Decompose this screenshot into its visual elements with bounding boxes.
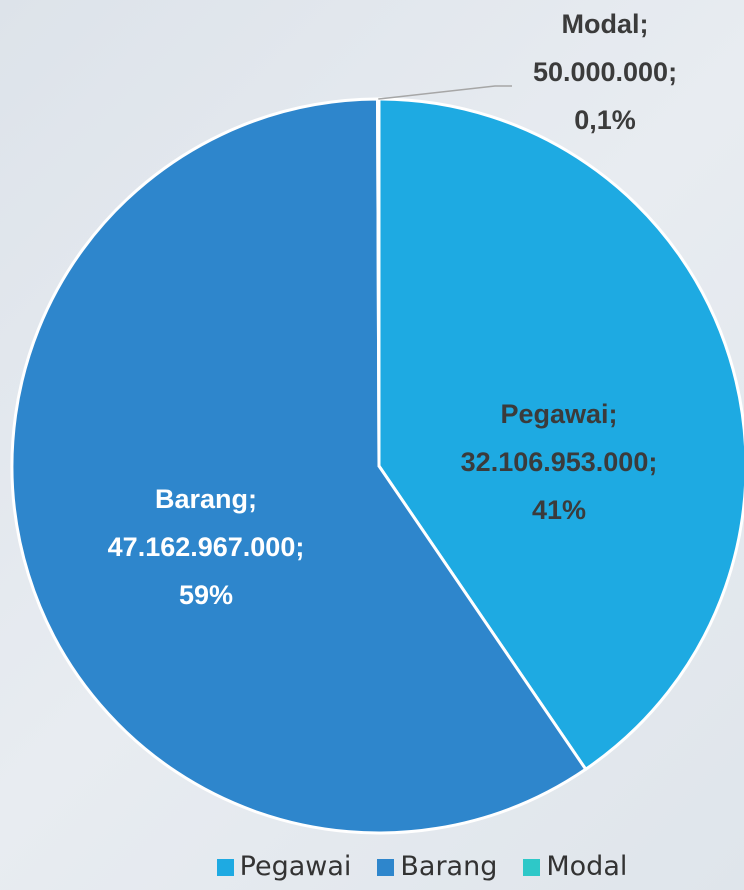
legend-label-pegawai: Pegawai <box>239 851 352 882</box>
data-label-modal-percent: 0,1% <box>574 105 636 135</box>
leader-lines <box>378 85 512 100</box>
leader-line-modal <box>378 85 512 100</box>
data-label-barang-value: 47.162.967.000; <box>108 532 305 562</box>
legend-swatch-pegawai <box>216 858 234 876</box>
data-label-pegawai-value: 32.106.953.000; <box>461 447 658 477</box>
legend-item-barang[interactable]: Barang <box>377 850 497 884</box>
pie-slices <box>10 97 744 835</box>
pie-slice-barang[interactable] <box>10 97 588 835</box>
legend-swatch-modal <box>523 858 541 876</box>
legend-label-barang: Barang <box>400 851 498 882</box>
chart-legend: Pegawai Barang Modal <box>0 850 744 884</box>
pie-slice-modal[interactable] <box>376 97 381 468</box>
data-label-modal-value: 50.000.000; <box>533 57 677 87</box>
legend-swatch-barang <box>377 858 395 876</box>
data-label-barang-percent: 59% <box>179 580 233 610</box>
legend-item-modal[interactable]: Modal <box>523 850 627 884</box>
data-label-modal-name: Modal; <box>562 9 649 39</box>
data-label-pegawai-name: Pegawai; <box>500 399 617 429</box>
data-labels: Pegawai; 32.106.953.000; 41% Barang; 47.162.… <box>108 9 677 610</box>
legend-label-modal: Modal <box>546 851 628 882</box>
data-label-barang-name: Barang; <box>155 484 257 514</box>
legend-item-pegawai[interactable]: Pegawai <box>216 850 352 884</box>
data-label-pegawai-percent: 41% <box>532 495 586 525</box>
pie-slice-pegawai[interactable] <box>377 97 744 771</box>
